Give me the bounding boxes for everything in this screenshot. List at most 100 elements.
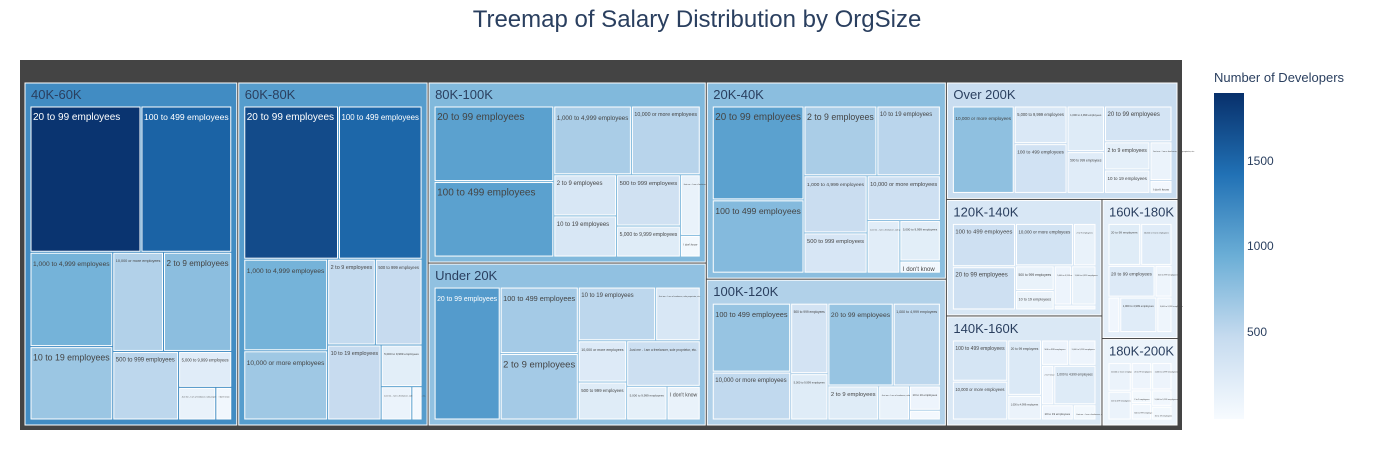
tile-80k-100k-1[interactable] [434,182,554,257]
tile-160k-180k-3[interactable] [1155,265,1172,297]
tile-over-200k-1[interactable] [1014,106,1067,144]
tile-under-20k-0[interactable] [434,287,500,420]
tile-40k-60k-2[interactable] [30,252,113,347]
tile-120k-140k-7[interactable] [1072,266,1096,305]
tile-over-200k-0[interactable] [952,106,1014,193]
tile-60k-80k-0[interactable] [244,106,338,259]
tile-120k-140k-0[interactable] [952,223,1016,267]
tile-under-20k-5[interactable] [578,341,627,382]
tile-120k-140k-2[interactable] [1016,223,1073,266]
tile-180k-200k-5[interactable] [1131,404,1152,420]
tile-180k-200k-7[interactable] [1152,406,1172,420]
tile-180k-200k-1[interactable] [1108,391,1131,420]
tile-120k-140k-1[interactable] [952,267,1016,310]
tile-under-20k-1[interactable] [500,287,578,354]
tile-140k-160k-9[interactable] [1073,405,1096,420]
tile-120k-140k-3[interactable] [1073,223,1096,266]
tile-180k-200k-2[interactable] [1131,363,1152,390]
tile-40k-60k-4[interactable] [113,252,164,351]
tile-100k-120k-5[interactable] [893,303,940,386]
tile-100k-120k-4[interactable] [828,303,893,386]
tile-180k-200k-3[interactable] [1152,363,1172,390]
tile-80k-100k-4[interactable] [554,175,617,216]
tile-60k-80k-6[interactable] [328,345,381,420]
tile-80k-100k-0[interactable] [434,106,554,182]
tile-over-200k-8[interactable] [1150,142,1172,181]
tile-140k-160k-2[interactable] [1008,340,1041,395]
tile-60k-80k-8[interactable] [381,387,412,420]
tile-80k-100k-6[interactable] [617,175,680,226]
tile-180k-200k-6[interactable] [1152,390,1172,406]
tile-80k-100k-7[interactable] [617,226,680,257]
tile-100k-120k-1[interactable] [712,372,791,420]
tile-120k-140k-6[interactable] [1054,266,1072,305]
tile-60k-80k-3[interactable] [244,351,328,420]
tile-over-200k-7[interactable] [1104,170,1150,193]
tile-140k-160k-7[interactable] [1054,365,1096,405]
tile-over-200k-6[interactable] [1104,142,1150,170]
tile-over-200k-5[interactable] [1104,106,1172,142]
tile-80k-100k-2[interactable] [554,106,631,175]
tile-40k-60k-6[interactable] [113,351,179,420]
tile-180k-200k-4[interactable] [1131,390,1152,404]
tile-100k-120k-9[interactable] [910,410,940,420]
tile-100k-120k-2[interactable] [791,303,828,374]
tile-120k-140k-5[interactable] [1016,291,1054,310]
tile-60k-80k-5[interactable] [375,259,422,345]
tile-40k-60k-9[interactable] [216,387,232,420]
tile-20k-40k-0[interactable] [712,106,804,200]
tile-over-200k-9[interactable] [1150,181,1172,193]
tile-160k-180k-0[interactable] [1108,223,1141,265]
tile-100k-120k-3[interactable] [791,374,828,420]
tile-40k-60k-5[interactable] [164,252,232,351]
tile-40k-60k-8[interactable] [179,387,216,420]
tile-60k-80k-7[interactable] [381,345,422,387]
tile-140k-160k-1[interactable] [952,381,1008,420]
tile-under-20k-6[interactable] [578,382,627,420]
tile-over-200k-4[interactable] [1067,152,1104,193]
tile-over-200k-3[interactable] [1067,106,1104,152]
tile-80k-100k-8[interactable] [680,175,700,235]
tile-20k-40k-2[interactable] [804,106,877,176]
tile-140k-160k-5[interactable] [1069,340,1096,365]
tile-20k-40k-7[interactable] [867,221,900,273]
tile-160k-180k-6[interactable] [1157,297,1172,333]
tile-20k-40k-6[interactable] [867,176,940,221]
tile-160k-180k-2[interactable] [1108,265,1155,297]
tile-120k-140k-8[interactable] [1054,305,1096,310]
tile-80k-100k-5[interactable] [554,216,617,257]
tile-100k-120k-8[interactable] [910,386,940,410]
tile-140k-160k-8[interactable] [1041,405,1073,420]
tile-160k-180k-4[interactable] [1108,297,1120,333]
tile-40k-60k-1[interactable] [141,106,232,252]
tile-under-20k-3[interactable] [578,287,656,341]
tile-under-20k-7[interactable] [627,341,700,386]
tile-100k-120k-6[interactable] [828,386,879,420]
tile-140k-160k-0[interactable] [952,340,1008,381]
tile-20k-40k-1[interactable] [712,200,804,273]
tile-20k-40k-4[interactable] [804,176,867,233]
tile-140k-160k-6[interactable] [1041,365,1054,405]
tile-under-20k-9[interactable] [667,386,700,420]
tile-under-20k-2[interactable] [500,354,578,420]
tile-40k-60k-3[interactable] [30,347,113,420]
tile-160k-180k-1[interactable] [1141,223,1172,265]
tile-60k-80k-9[interactable] [412,387,422,420]
tile-120k-140k-4[interactable] [1016,266,1054,291]
tile-20k-40k-3[interactable] [877,106,940,176]
tile-40k-60k-0[interactable] [30,106,141,252]
tile-100k-120k-0[interactable] [712,303,791,372]
tile-over-200k-2[interactable] [1014,144,1067,193]
tile-140k-160k-4[interactable] [1041,340,1069,365]
tile-20k-40k-5[interactable] [804,233,867,273]
tile-80k-100k-3[interactable] [631,106,700,175]
tile-80k-100k-9[interactable] [680,235,700,257]
tile-60k-80k-1[interactable] [338,106,422,259]
tile-under-20k-4[interactable] [656,287,700,341]
tile-20k-40k-9[interactable] [900,261,940,273]
tile-60k-80k-2[interactable] [244,259,328,351]
tile-180k-200k-0[interactable] [1108,363,1131,391]
tile-100k-120k-7[interactable] [879,386,910,420]
tile-60k-80k-4[interactable] [328,259,375,345]
tile-140k-160k-3[interactable] [1008,395,1041,420]
